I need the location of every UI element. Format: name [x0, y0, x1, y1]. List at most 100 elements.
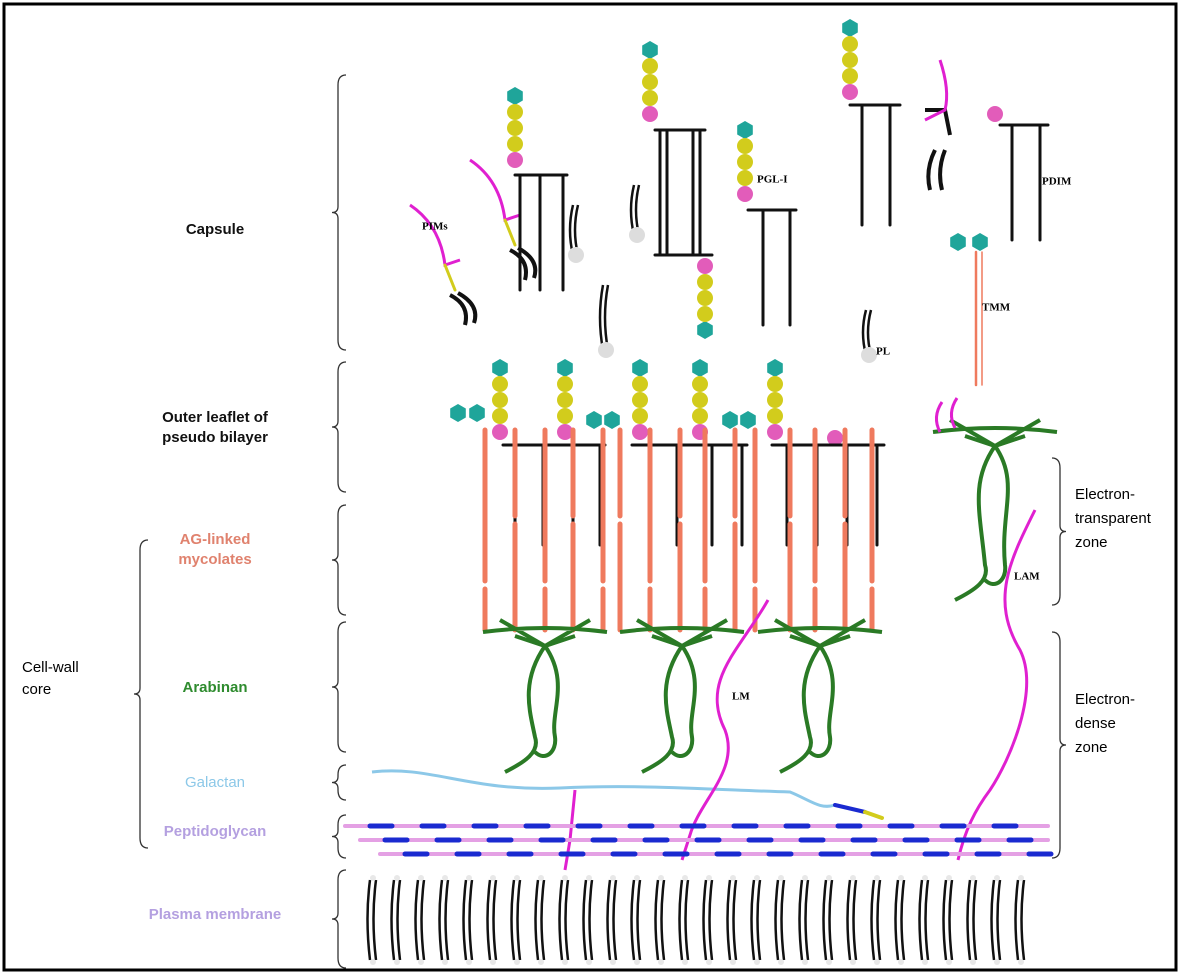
- lipid-head: [922, 875, 928, 881]
- sugar-circle: [697, 290, 713, 306]
- layer-label: Peptidoglycan: [164, 823, 267, 840]
- lipid-cap: [598, 342, 614, 358]
- lipid-head: [706, 959, 712, 965]
- molecule-label: LAM: [1014, 571, 1040, 583]
- layer-label: Capsule: [186, 221, 244, 238]
- lipid-head: [778, 875, 784, 881]
- sugar-circle: [737, 170, 753, 186]
- lipid-head: [898, 875, 904, 881]
- sugar-pink: [697, 258, 713, 274]
- molecule-label: PL: [876, 346, 890, 358]
- lipid-head: [562, 875, 568, 881]
- molecule-label: PIMs: [422, 221, 448, 233]
- sugar-pink: [642, 106, 658, 122]
- lipid-head: [1018, 959, 1024, 965]
- lipid-head: [754, 959, 760, 965]
- molecule-label: LM: [732, 691, 750, 703]
- lipid-head: [826, 959, 832, 965]
- lipid-cap: [629, 227, 645, 243]
- lipid-head: [538, 875, 544, 881]
- sugar-pink: [737, 186, 753, 202]
- lipid-head: [850, 875, 856, 881]
- lipid-head: [586, 875, 592, 881]
- lipid-head: [682, 959, 688, 965]
- zone-label: Electron-: [1075, 486, 1135, 503]
- lipid-head: [658, 875, 664, 881]
- layer-label: mycolates: [178, 551, 251, 568]
- sugar-pink: [842, 84, 858, 100]
- lipid-head: [442, 959, 448, 965]
- lipid-cap: [568, 247, 584, 263]
- sugar-circle: [842, 68, 858, 84]
- lipid-head: [370, 959, 376, 965]
- lipid-head: [970, 875, 976, 881]
- lipid-cap: [861, 347, 877, 363]
- sugar-circle: [767, 376, 783, 392]
- sugar-pink: [507, 152, 523, 168]
- sugar-pink: [632, 424, 648, 440]
- sugar-circle: [557, 392, 573, 408]
- lipid-head: [610, 875, 616, 881]
- lipid-head: [586, 959, 592, 965]
- sugar-circle: [642, 58, 658, 74]
- lipid-head: [562, 959, 568, 965]
- zone-label: Electron-: [1075, 691, 1135, 708]
- lipid-head: [514, 959, 520, 965]
- lipid-head: [418, 875, 424, 881]
- lipid-head: [970, 959, 976, 965]
- layer-label: Plasma membrane: [149, 906, 282, 923]
- sugar-circle: [697, 274, 713, 290]
- molecule-label: PGL-I: [757, 174, 788, 186]
- sugar-circle: [737, 138, 753, 154]
- lipid-head: [874, 875, 880, 881]
- lipid-head: [490, 959, 496, 965]
- sugar-circle: [507, 136, 523, 152]
- lipid-head: [778, 959, 784, 965]
- zone-label: dense: [1075, 715, 1116, 732]
- sugar-circle: [632, 376, 648, 392]
- lipid-head: [490, 875, 496, 881]
- layer-label: AG-linked: [180, 531, 251, 548]
- sugar-circle: [692, 376, 708, 392]
- lipid-head: [946, 959, 952, 965]
- sugar-circle: [507, 120, 523, 136]
- zone-label: transparent: [1075, 510, 1152, 527]
- sugar-circle: [642, 74, 658, 90]
- sugar-circle: [842, 52, 858, 68]
- layer-label: Outer leaflet of: [162, 409, 269, 426]
- sugar-circle: [842, 36, 858, 52]
- lipid-head: [994, 875, 1000, 881]
- sugar-pink: [767, 424, 783, 440]
- sugar-circle: [697, 306, 713, 322]
- lipid-head: [706, 875, 712, 881]
- lipid-head: [370, 875, 376, 881]
- lipid-head: [826, 875, 832, 881]
- group-label: core: [22, 681, 51, 698]
- sugar-circle: [692, 392, 708, 408]
- zone-label: zone: [1075, 534, 1108, 551]
- sugar-circle: [767, 408, 783, 424]
- sugar-circle: [557, 408, 573, 424]
- group-label: Cell-wall: [22, 659, 79, 676]
- lipid-head: [634, 875, 640, 881]
- sugar-circle: [767, 392, 783, 408]
- lipid-head: [850, 959, 856, 965]
- lipid-head: [994, 959, 1000, 965]
- lipid-head: [1018, 875, 1024, 881]
- lipid-head: [466, 959, 472, 965]
- lipid-head: [634, 959, 640, 965]
- layer-label: pseudo bilayer: [162, 429, 268, 446]
- zone-label: zone: [1075, 739, 1108, 756]
- sugar-circle: [492, 376, 508, 392]
- lipid-head: [730, 875, 736, 881]
- lipid-head: [538, 959, 544, 965]
- sugar-circle: [492, 408, 508, 424]
- layer-label: Galactan: [185, 774, 245, 791]
- sugar-pink: [492, 424, 508, 440]
- lipid-head: [610, 959, 616, 965]
- molecule-label: TMM: [982, 302, 1011, 314]
- lipid-head: [394, 959, 400, 965]
- lipid-head: [394, 875, 400, 881]
- lipid-head: [682, 875, 688, 881]
- sugar-circle: [557, 376, 573, 392]
